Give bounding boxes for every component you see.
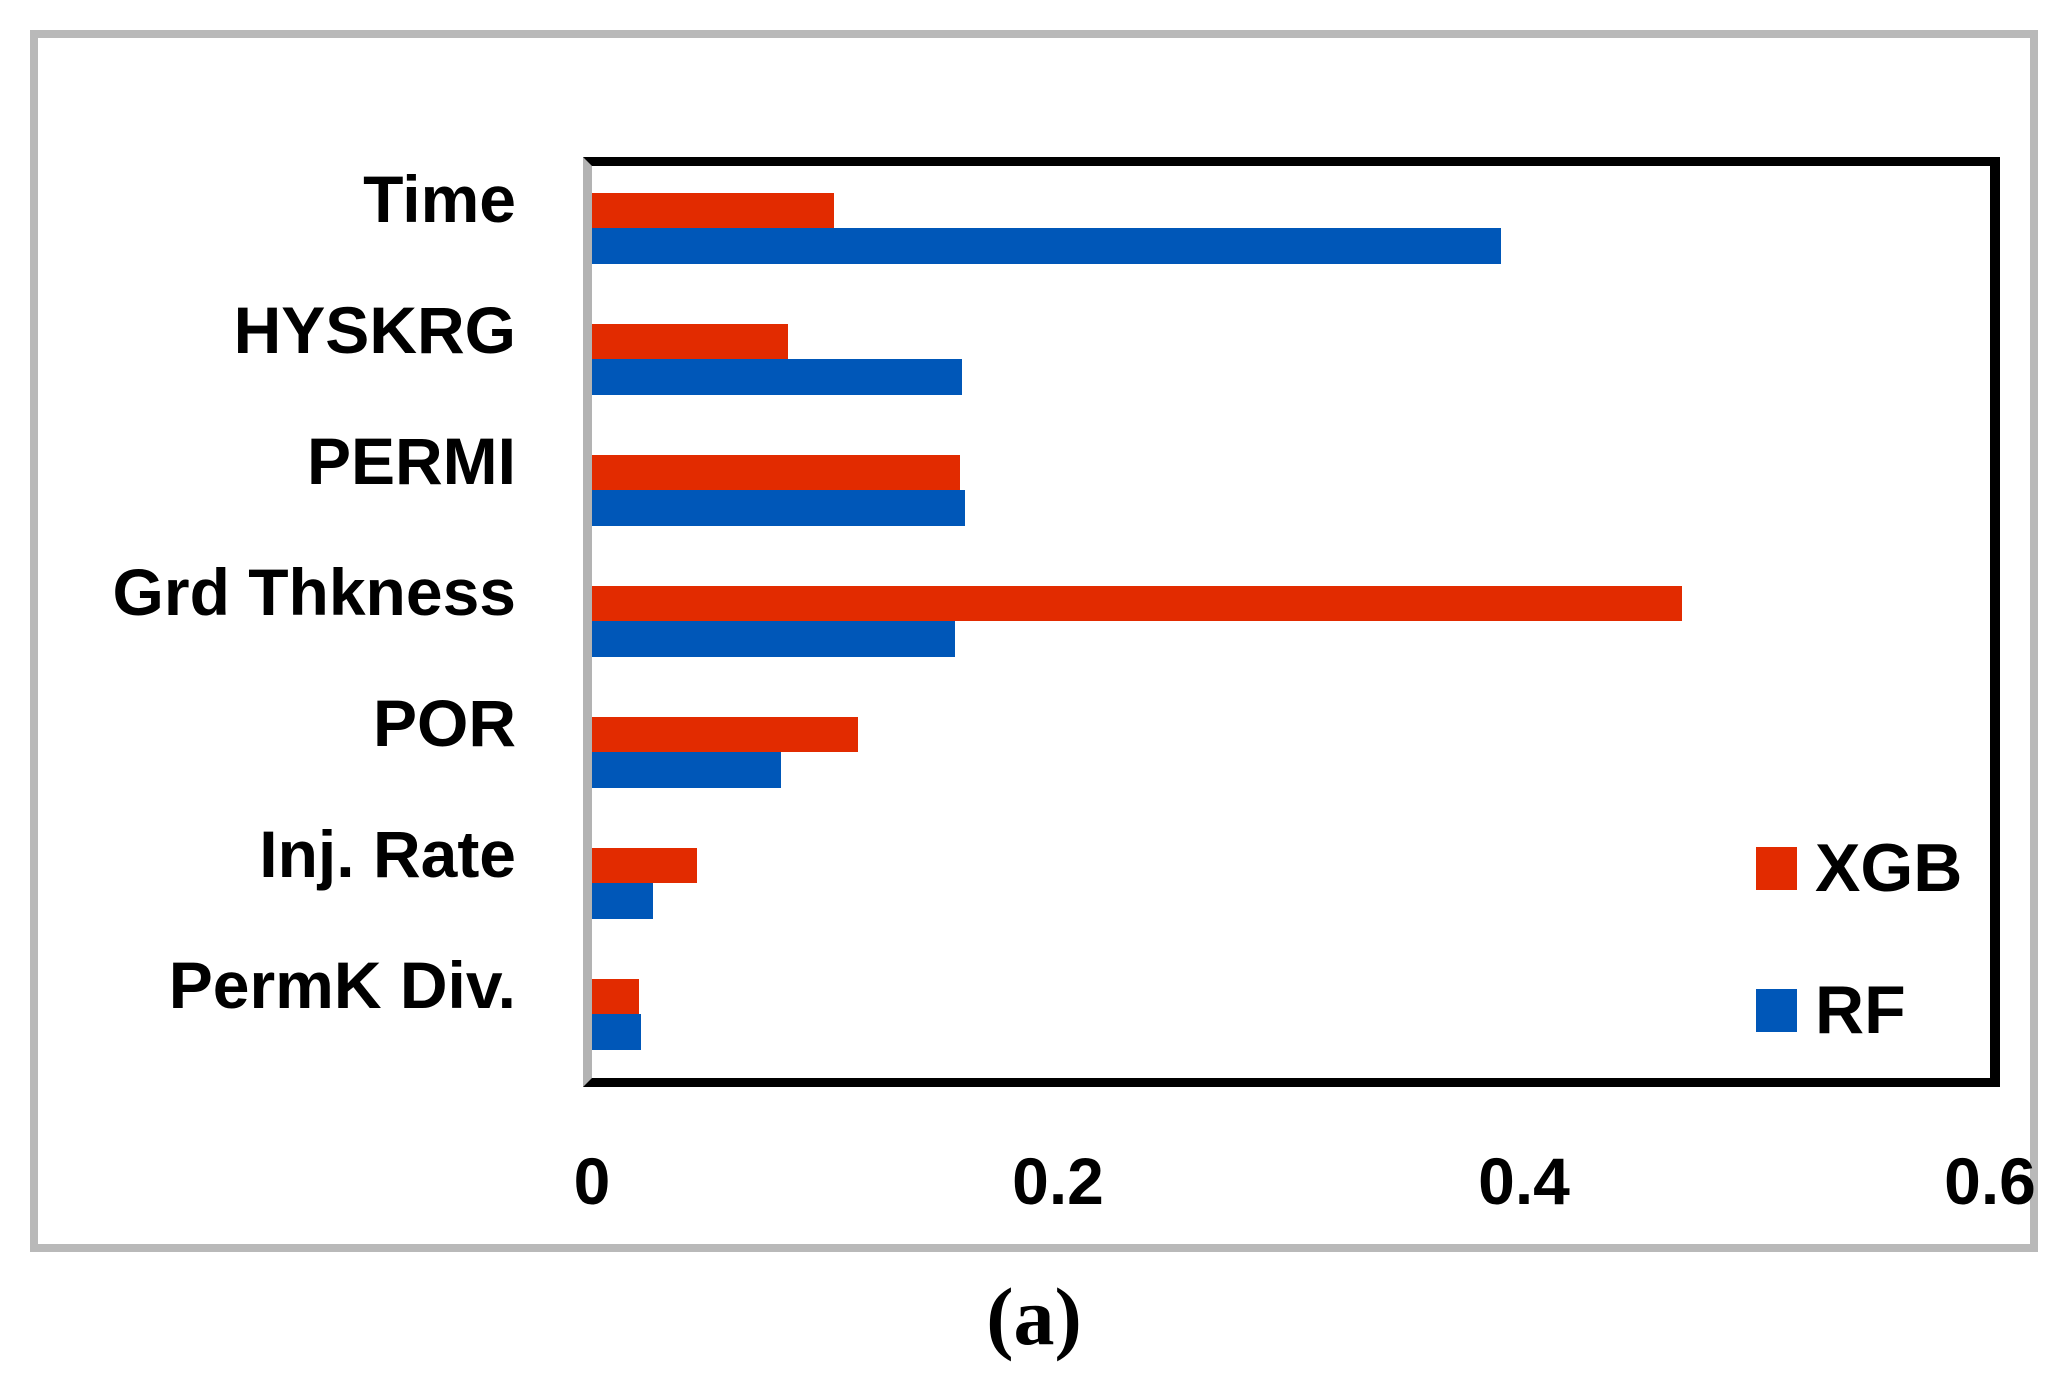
- bar-xgb-inj-rate: [592, 848, 697, 883]
- rf-legend-label: RF: [1815, 972, 1906, 1048]
- bar-rf-por: [592, 752, 781, 788]
- category-label-permk-div: PermK Div.: [168, 948, 516, 1022]
- rf-legend-swatch: [1756, 988, 1797, 1032]
- bar-rf-hyskrg: [592, 359, 962, 395]
- bar-rf-time: [592, 228, 1501, 264]
- x-tick-label-0-2: 0.2: [1012, 1144, 1104, 1218]
- legend-entry-rf: RF: [1756, 965, 1906, 1055]
- bar-xgb-permi: [592, 455, 960, 490]
- bar-xgb-grd-thkness: [592, 586, 1682, 621]
- category-label-inj-rate: Inj. Rate: [259, 817, 516, 891]
- category-label-permi: PERMI: [306, 424, 516, 498]
- legend-entry-xgb: XGB: [1756, 823, 1962, 913]
- x-tick-label-0: 0: [573, 1144, 611, 1218]
- category-label-time: Time: [363, 162, 516, 236]
- xgb-legend-label: XGB: [1815, 830, 1963, 906]
- bar-rf-permi: [592, 490, 965, 526]
- x-tick-label-0-4: 0.4: [1478, 1144, 1570, 1218]
- category-label-hyskrg: HYSKRG: [233, 293, 516, 367]
- figure-panel: Time HYSKRG PERMI Grd Thkness POR Inj. Rate Pe…: [30, 30, 2038, 1252]
- category-label-grd-thkness: Grd Thkness: [112, 555, 516, 629]
- plot-area: [583, 157, 2000, 1087]
- bar-rf-permk-div: [592, 1014, 641, 1050]
- x-tick-label-0-6: 0.6: [1944, 1144, 2036, 1218]
- figure-caption: (a): [986, 1271, 1082, 1362]
- bar-xgb-time: [592, 193, 834, 228]
- bar-rf-inj-rate: [592, 883, 653, 919]
- category-label-por: POR: [372, 686, 516, 760]
- bar-xgb-por: [592, 717, 858, 752]
- xgb-legend-swatch: [1756, 846, 1797, 890]
- bar-xgb-permk-div: [592, 979, 639, 1014]
- bar-xgb-hyskrg: [592, 324, 788, 359]
- bar-rf-grd-thkness: [592, 621, 955, 657]
